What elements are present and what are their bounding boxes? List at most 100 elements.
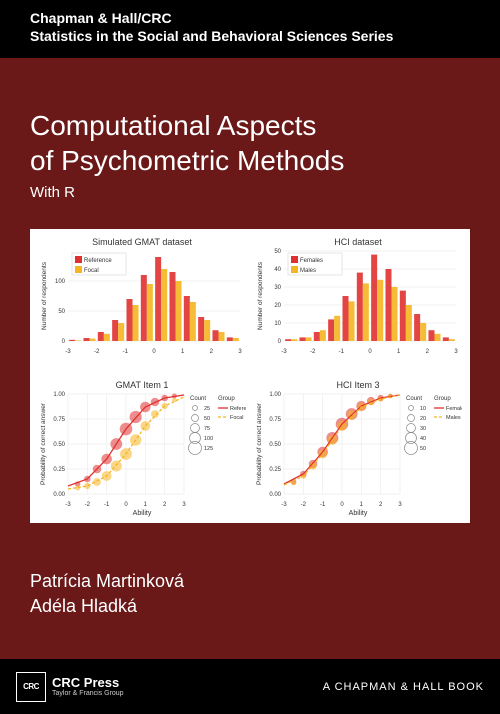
svg-text:50: 50 — [274, 249, 281, 255]
figure-grid: Simulated GMAT dataset 050100-3-2-10123N… — [36, 235, 464, 517]
svg-text:0.25: 0.25 — [53, 467, 65, 473]
svg-text:30: 30 — [420, 426, 426, 432]
author-1: Patrícia Martinková — [30, 569, 184, 594]
svg-text:-1: -1 — [320, 502, 326, 508]
chart-icc-hci: HCI Item 3 0.000.250.500.751.00-3-2-1012… — [252, 378, 464, 517]
svg-text:Reference: Reference — [84, 258, 112, 264]
svg-text:Probability of correct answer: Probability of correct answer — [40, 402, 47, 485]
svg-text:20: 20 — [420, 416, 426, 422]
tf-group-label: Taylor & Francis Group — [52, 690, 124, 698]
svg-text:3: 3 — [454, 349, 458, 355]
svg-text:Males: Males — [446, 415, 461, 421]
svg-text:20: 20 — [274, 303, 281, 309]
svg-text:Focal: Focal — [84, 268, 99, 274]
svg-text:0: 0 — [124, 502, 128, 508]
svg-text:50: 50 — [204, 416, 210, 422]
svg-text:-2: -2 — [85, 502, 91, 508]
svg-text:10: 10 — [274, 321, 281, 327]
svg-text:Probability of correct answer: Probability of correct answer — [256, 402, 263, 485]
svg-text:0: 0 — [340, 502, 344, 508]
crc-text: CRC Press Taylor & Francis Group — [52, 676, 124, 698]
svg-text:40: 40 — [274, 267, 281, 273]
svg-text:Count: Count — [190, 396, 206, 402]
x-label: Ability — [252, 510, 464, 517]
svg-text:0.50: 0.50 — [53, 442, 65, 448]
svg-text:-2: -2 — [301, 502, 307, 508]
svg-text:0.75: 0.75 — [53, 417, 65, 423]
svg-text:50: 50 — [58, 309, 65, 315]
svg-text:1: 1 — [144, 502, 148, 508]
crc-press-label: CRC Press — [52, 676, 124, 690]
svg-text:1: 1 — [360, 502, 364, 508]
svg-text:0.00: 0.00 — [53, 492, 65, 498]
author-2: Adéla Hladká — [30, 594, 184, 619]
svg-text:-2: -2 — [310, 349, 316, 355]
histogram-hci: 01020304050-3-2-10123Number of responden… — [252, 247, 462, 357]
chart-icc-gmat: GMAT Item 1 0.000.250.500.751.00-3-2-101… — [36, 378, 248, 517]
svg-text:Reference: Reference — [230, 406, 246, 412]
svg-text:2: 2 — [163, 502, 167, 508]
svg-text:40: 40 — [420, 436, 426, 442]
svg-text:Number of respondents: Number of respondents — [41, 261, 48, 330]
svg-text:1: 1 — [181, 349, 185, 355]
chart-title: GMAT Item 1 — [36, 378, 248, 390]
chart-title: HCI Item 3 — [252, 378, 464, 390]
svg-text:1.00: 1.00 — [269, 392, 281, 398]
svg-text:25: 25 — [204, 406, 210, 412]
svg-text:2: 2 — [426, 349, 430, 355]
svg-text:Group: Group — [434, 396, 451, 402]
svg-text:0.75: 0.75 — [269, 417, 281, 423]
svg-text:0.25: 0.25 — [269, 467, 281, 473]
svg-text:-1: -1 — [339, 349, 345, 355]
svg-text:3: 3 — [182, 502, 186, 508]
svg-text:Count: Count — [406, 396, 422, 402]
svg-text:10: 10 — [420, 406, 426, 412]
svg-text:100: 100 — [204, 436, 213, 442]
book-cover: Chapman & Hall/CRC Statistics in the Soc… — [0, 0, 500, 714]
svg-text:0: 0 — [368, 349, 372, 355]
svg-text:Group: Group — [218, 396, 235, 402]
svg-text:-1: -1 — [104, 502, 110, 508]
svg-text:-3: -3 — [281, 502, 287, 508]
chart-hist-hci: HCI dataset 01020304050-3-2-10123Number … — [252, 235, 464, 374]
chart-title: Simulated GMAT dataset — [36, 235, 248, 247]
svg-text:2: 2 — [210, 349, 214, 355]
svg-text:2: 2 — [379, 502, 383, 508]
svg-text:3: 3 — [238, 349, 242, 355]
footer-band: CRC CRC Press Taylor & Francis Group A C… — [0, 659, 500, 714]
series-name: Statistics in the Social and Behavioral … — [30, 28, 470, 44]
svg-text:30: 30 — [274, 285, 281, 291]
book-title: Computational Aspects of Psychometric Me… — [30, 108, 470, 178]
icc-gmat: 0.000.250.500.751.00-3-2-10123Probabilit… — [36, 390, 246, 510]
chapman-hall-tag: A CHAPMAN & HALL BOOK — [323, 681, 484, 693]
svg-text:0: 0 — [62, 339, 66, 345]
header-band: Chapman & Hall/CRC Statistics in the Soc… — [0, 0, 500, 58]
svg-text:0: 0 — [152, 349, 156, 355]
chart-hist-gmat: Simulated GMAT dataset 050100-3-2-10123N… — [36, 235, 248, 374]
x-label: Ability — [36, 510, 248, 517]
title-line1: Computational Aspects — [30, 110, 316, 141]
svg-text:-1: -1 — [123, 349, 129, 355]
authors-block: Patrícia Martinková Adéla Hladká — [30, 569, 184, 619]
publisher-name: Chapman & Hall/CRC — [30, 10, 470, 26]
svg-text:Females: Females — [446, 406, 462, 412]
title-line2: of Psychometric Methods — [30, 145, 344, 176]
svg-text:125: 125 — [204, 446, 213, 452]
svg-text:-3: -3 — [65, 502, 71, 508]
svg-text:0.50: 0.50 — [269, 442, 281, 448]
svg-text:0: 0 — [278, 339, 282, 345]
svg-text:Females: Females — [300, 258, 323, 264]
crc-mark-icon: CRC — [16, 672, 46, 702]
svg-text:100: 100 — [55, 279, 66, 285]
book-subtitle: With R — [30, 184, 470, 201]
svg-text:-3: -3 — [281, 349, 287, 355]
title-block: Computational Aspects of Psychometric Me… — [0, 58, 500, 211]
crc-logo: CRC CRC Press Taylor & Francis Group — [16, 672, 124, 702]
svg-text:Focal: Focal — [230, 415, 243, 421]
svg-text:1: 1 — [397, 349, 401, 355]
chart-title: HCI dataset — [252, 235, 464, 247]
svg-text:75: 75 — [204, 426, 210, 432]
icc-hci: 0.000.250.500.751.00-3-2-10123Probabilit… — [252, 390, 462, 510]
svg-text:Males: Males — [300, 268, 316, 274]
svg-text:50: 50 — [420, 446, 426, 452]
